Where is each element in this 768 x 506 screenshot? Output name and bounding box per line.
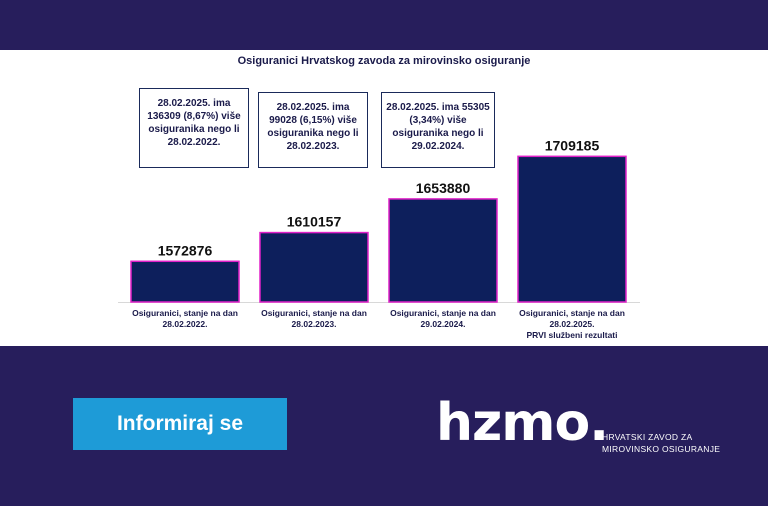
bar-4 <box>517 155 627 303</box>
annotation-box-2: 28.02.2025. ima 99028 (6,15%) više osigura… <box>258 92 368 168</box>
annotation-line: 136309 (8,67%) više <box>147 111 241 122</box>
bar-3 <box>388 198 498 303</box>
category-label-3: 29.02.2024. <box>421 319 466 329</box>
data-label-3: 1653880 <box>416 180 471 196</box>
annotation-line: osiguranika nego li <box>148 124 240 135</box>
annotation-box-3: 28.02.2025. ima 55305 (3,34%) više osigura… <box>381 92 495 168</box>
annotation-line: 28.02.2025. ima 55305 <box>386 102 490 113</box>
annotation-line: osiguranika nego li <box>392 128 484 139</box>
bar-2 <box>259 231 369 303</box>
annotation-line: 29.02.2024. <box>411 141 465 152</box>
annotation-line: (3,34%) više <box>409 115 467 126</box>
annotation-line: 28.02.2023. <box>286 141 340 152</box>
logo-caption-line-2: MIROVINSKO OSIGURANJE <box>602 444 721 454</box>
chart-title: Osiguranici Hrvatskog zavoda za mirovins… <box>237 55 531 67</box>
category-label-1: 28.02.2022. <box>163 319 208 329</box>
annotation-line: 99028 (6,15%) više <box>269 115 357 126</box>
logo-caption-line-1: HRVATSKI ZAVOD ZA <box>602 432 693 442</box>
annotation-line: osiguranika nego li <box>267 128 359 139</box>
category-label-3: Osiguranici, stanje na dan <box>390 308 496 318</box>
category-label-2: 28.02.2023. <box>292 319 337 329</box>
category-label-1: Osiguranici, stanje na dan <box>132 308 238 318</box>
category-label-4: Osiguranici, stanje na dan <box>519 308 625 318</box>
hzmo-logo[interactable]: hzmo. <box>436 393 609 453</box>
logo-caption: HRVATSKI ZAVOD ZA MIROVINSKO OSIGURANJE <box>602 431 720 455</box>
top-band <box>0 0 768 50</box>
category-label-4: 28.02.2025. <box>550 319 595 329</box>
bar-1 <box>130 260 240 303</box>
data-label-4: 1709185 <box>545 137 600 153</box>
annotation-line: 28.02.2025. ima <box>157 98 231 109</box>
annotation-line: 28.02.2022. <box>167 137 221 148</box>
annotation-box-1: 28.02.2025. ima 136309 (8,67%) više osigur… <box>139 88 249 168</box>
data-label-1: 1572876 <box>158 242 213 258</box>
category-label-2: Osiguranici, stanje na dan <box>261 308 367 318</box>
data-label-2: 1610157 <box>287 214 342 230</box>
annotation-line: 28.02.2025. ima <box>276 102 350 113</box>
informiraj-se-button[interactable]: Informiraj se <box>73 398 287 450</box>
category-label-4: PRVI službeni rezultati <box>526 330 617 340</box>
